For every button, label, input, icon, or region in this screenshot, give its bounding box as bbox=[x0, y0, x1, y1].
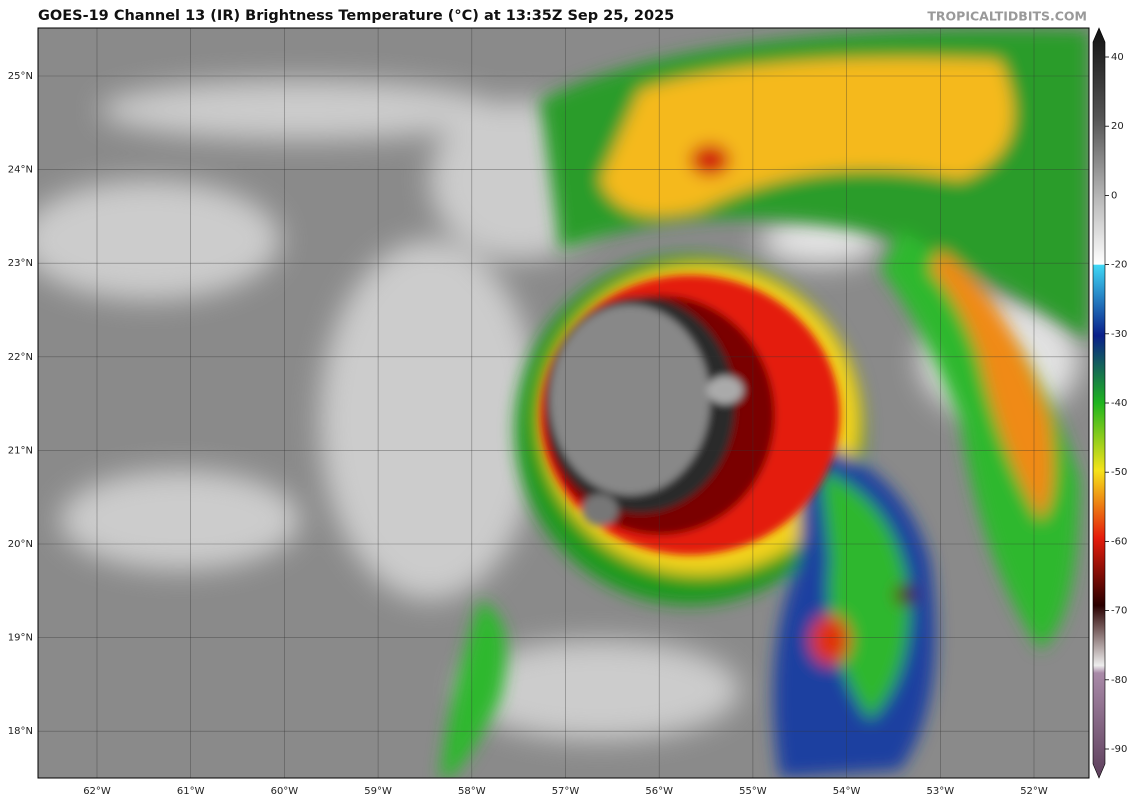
colorbar-label: -80 bbox=[1111, 675, 1127, 686]
source: TROPICALTIDBITS.COM bbox=[927, 9, 1087, 24]
map-frame bbox=[37, 27, 1090, 779]
lon-label: 57°W bbox=[552, 786, 580, 797]
lat-label: 21°N bbox=[8, 445, 33, 456]
lat-label: 18°N bbox=[8, 726, 33, 737]
lon-label: 52°W bbox=[1020, 786, 1048, 797]
lat-label: 22°N bbox=[8, 352, 33, 363]
colorbar-label: -50 bbox=[1111, 467, 1127, 478]
lat-label: 19°N bbox=[8, 633, 33, 644]
lat-label: 24°N bbox=[8, 165, 33, 176]
graticule bbox=[38, 28, 1089, 778]
lon-label: 54°W bbox=[833, 786, 861, 797]
lon-label: 58°W bbox=[458, 786, 486, 797]
lat-label: 23°N bbox=[8, 258, 33, 269]
title: GOES-19 Channel 13 (IR) Brightness Tempe… bbox=[38, 8, 674, 24]
colorbar-label: -60 bbox=[1111, 536, 1127, 547]
lon-label: 59°W bbox=[364, 786, 392, 797]
lon-label: 56°W bbox=[645, 786, 673, 797]
colorbar-label: -90 bbox=[1111, 744, 1127, 755]
lat-label: 20°N bbox=[8, 539, 33, 550]
colorbar-label: -70 bbox=[1111, 606, 1127, 617]
lon-label: 60°W bbox=[271, 786, 299, 797]
lon-label: 53°W bbox=[926, 786, 954, 797]
satellite-image bbox=[38, 28, 1089, 778]
colorbar-label: 20 bbox=[1111, 121, 1124, 132]
lon-label: 62°W bbox=[83, 786, 111, 797]
colorbar-label: -20 bbox=[1111, 260, 1127, 271]
colorbar bbox=[1092, 27, 1106, 779]
lat-label: 25°N bbox=[8, 71, 33, 82]
colorbar-label: 40 bbox=[1111, 52, 1124, 63]
colorbar-label: 0 bbox=[1111, 190, 1117, 201]
lon-label: 61°W bbox=[177, 786, 205, 797]
colorbar-label: -30 bbox=[1111, 329, 1127, 340]
colorbar-label: -40 bbox=[1111, 398, 1127, 409]
lon-label: 55°W bbox=[739, 786, 767, 797]
